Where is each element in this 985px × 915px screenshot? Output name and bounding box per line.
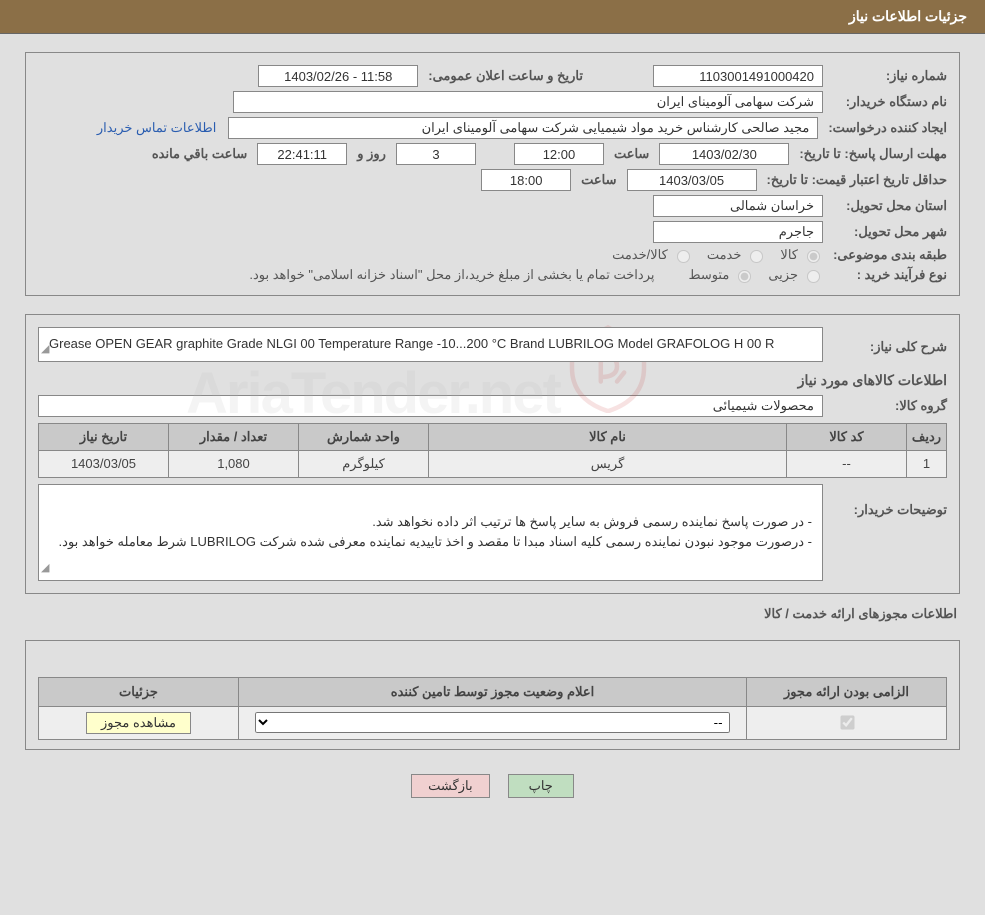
province-field: خراسان شمالی <box>653 195 823 217</box>
resize-handle-icon[interactable]: ◢ <box>41 560 49 578</box>
col-code: کد کالا <box>787 423 907 450</box>
days-and-label: روز و <box>351 146 392 162</box>
buyer-field: شرکت سهامی آلومینای ایران <box>233 91 823 113</box>
summary-label: شرح کلی نیاز: <box>827 327 947 362</box>
classification-group: کالا خدمت کالا/خدمت <box>612 247 823 263</box>
validity-time-field: 18:00 <box>481 169 571 191</box>
license-col-required: الزامی بودن ارائه مجوز <box>747 677 947 706</box>
city-label: شهر محل تحویل: <box>827 224 947 240</box>
detail-panel: شرح کلی نیاز: Grease OPEN GEAR graphite … <box>25 314 960 594</box>
license-section-title: اطلاعات مجوزهای ارائه خدمت / کالا <box>0 606 957 622</box>
table-cell: گریس <box>429 450 787 477</box>
process-partial-radio <box>807 270 820 283</box>
class-service-label: خدمت <box>707 247 742 263</box>
col-row: ردیف <box>907 423 947 450</box>
process-group: جزیی متوسط <box>688 267 823 283</box>
license-row: -- مشاهده مجوز <box>39 706 947 739</box>
announce-label: تاریخ و ساعت اعلان عمومی: <box>422 68 589 84</box>
validity-date-field: 1403/03/05 <box>627 169 757 191</box>
class-goods-radio <box>807 250 820 263</box>
requester-label: ایجاد کننده درخواست: <box>822 120 947 136</box>
page-title: جزئیات اطلاعات نیاز <box>849 8 967 24</box>
license-status-select[interactable]: -- <box>255 712 729 733</box>
process-medium-radio <box>738 270 751 283</box>
back-button[interactable]: بازگشت <box>411 774 489 798</box>
col-unit: واحد شمارش <box>299 423 429 450</box>
col-date: تاریخ نیاز <box>39 423 169 450</box>
need-number-field: 1103001491000420 <box>653 65 823 87</box>
license-col-details: جزئیات <box>39 677 239 706</box>
class-service-radio <box>750 250 763 263</box>
class-both-radio <box>677 250 690 263</box>
view-license-button[interactable]: مشاهده مجوز <box>86 712 191 734</box>
remaining-suffix: ساعت باقي مانده <box>146 146 253 162</box>
process-label: نوع فرآیند خرید : <box>827 267 947 283</box>
table-cell: -- <box>787 450 907 477</box>
need-info-panel: AriaTender.net شماره نیاز: 1103001491000… <box>25 52 960 296</box>
requester-field: مجید صالحی کارشناس خرید مواد شیمیایی شرک… <box>228 117 818 139</box>
table-cell: 1,080 <box>169 450 299 477</box>
items-table-header-row: ردیف کد کالا نام کالا واحد شمارش تعداد /… <box>39 423 947 450</box>
items-section-title: اطلاعات کالاهای مورد نیاز <box>38 372 947 389</box>
remaining-days-field: 3 <box>396 143 476 165</box>
table-cell: 1403/03/05 <box>39 450 169 477</box>
license-required-checkbox <box>840 716 854 730</box>
remaining-time-field: 22:41:11 <box>257 143 347 165</box>
process-medium-label: متوسط <box>688 267 729 283</box>
table-cell: کیلوگرم <box>299 450 429 477</box>
need-number-label: شماره نیاز: <box>827 68 947 84</box>
resize-handle-icon[interactable]: ◢ <box>41 341 49 359</box>
time-label-1: ساعت <box>608 146 655 162</box>
print-button[interactable]: چاپ <box>508 774 574 798</box>
deadline-date-field: 1403/02/30 <box>659 143 789 165</box>
license-table: الزامی بودن ارائه مجوز اعلام وضعیت مجوز … <box>38 677 947 740</box>
deadline-time-field: 12:00 <box>514 143 604 165</box>
col-name: نام کالا <box>429 423 787 450</box>
buyer-notes-label: توضیحات خریدار: <box>827 484 947 581</box>
class-goods-label: کالا <box>780 247 798 263</box>
summary-text: Grease OPEN GEAR graphite Grade NLGI 00 … <box>49 336 774 351</box>
process-note: پرداخت تمام یا بخشی از مبلغ خرید،از محل … <box>249 267 654 283</box>
table-row: 1--گریسکیلوگرم1,0801403/03/05 <box>39 450 947 477</box>
table-cell: 1 <box>907 450 947 477</box>
city-field: جاجرم <box>653 221 823 243</box>
license-col-status: اعلام وضعیت مجوز توسط تامین کننده <box>239 677 747 706</box>
classification-label: طبقه بندی موضوعی: <box>827 247 947 263</box>
col-qty: تعداد / مقدار <box>169 423 299 450</box>
announce-field: 1403/02/26 - 11:58 <box>258 65 418 87</box>
buyer-notes-text: - در صورت پاسخ نماینده رسمی فروش به سایر… <box>59 514 812 550</box>
page-header: جزئیات اطلاعات نیاز <box>0 0 985 34</box>
footer-buttons: چاپ بازگشت <box>0 760 985 816</box>
items-table: ردیف کد کالا نام کالا واحد شمارش تعداد /… <box>38 423 947 478</box>
deadline-label: مهلت ارسال پاسخ: تا تاریخ: <box>793 146 947 162</box>
buyer-notes-box: - در صورت پاسخ نماینده رسمی فروش به سایر… <box>38 484 823 581</box>
contact-link[interactable]: اطلاعات تماس خریدار <box>89 120 224 136</box>
buyer-label: نام دستگاه خریدار: <box>827 94 947 110</box>
class-both-label: کالا/خدمت <box>612 247 668 263</box>
group-label: گروه کالا: <box>827 398 947 414</box>
validity-label: حداقل تاریخ اعتبار قیمت: تا تاریخ: <box>761 172 947 188</box>
summary-box: Grease OPEN GEAR graphite Grade NLGI 00 … <box>38 327 823 362</box>
group-field: محصولات شیمیائی <box>38 395 823 417</box>
license-panel: الزامی بودن ارائه مجوز اعلام وضعیت مجوز … <box>25 640 960 750</box>
time-label-2: ساعت <box>575 172 622 188</box>
province-label: استان محل تحویل: <box>827 198 947 214</box>
process-partial-label: جزیی <box>768 267 798 283</box>
